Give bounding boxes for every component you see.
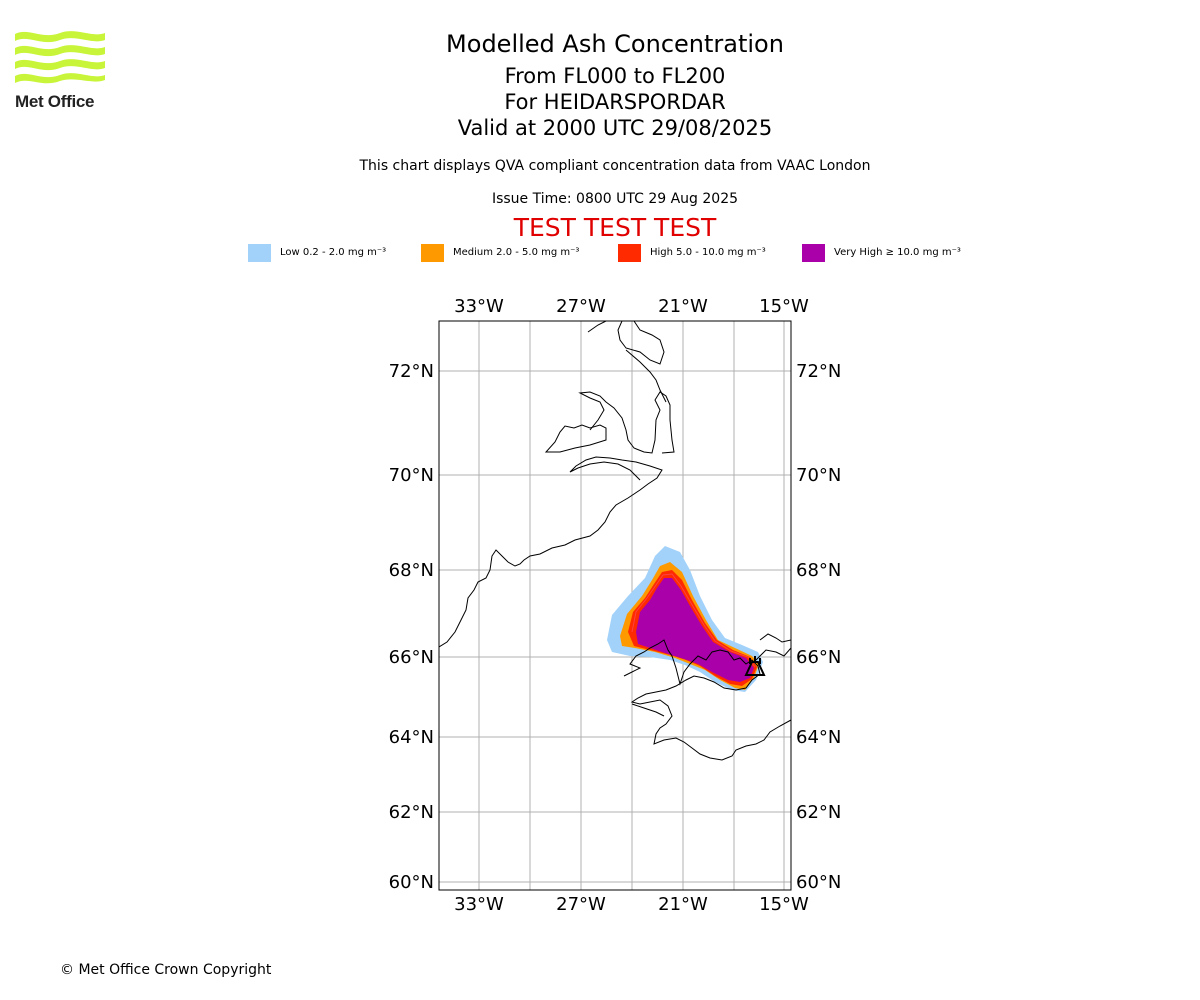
legend-swatch-high bbox=[618, 244, 641, 262]
flight-level-range: From FL000 to FL200 bbox=[504, 64, 726, 88]
lat-tick-left: 60°N bbox=[389, 872, 434, 893]
lat-tick-left: 72°N bbox=[389, 361, 434, 382]
lat-tick-left: 68°N bbox=[389, 560, 434, 581]
lon-tick-top: 27°W bbox=[556, 296, 606, 317]
met-office-logo-icon bbox=[15, 31, 105, 84]
lon-tick-bottom: 33°W bbox=[454, 894, 504, 915]
lon-tick-bottom: 21°W bbox=[658, 894, 708, 915]
volcano-name: For HEIDARSPORDAR bbox=[504, 90, 726, 114]
logo-text: Met Office bbox=[15, 92, 95, 111]
lon-tick-top: 15°W bbox=[759, 296, 809, 317]
lon-tick-top: 33°W bbox=[454, 296, 504, 317]
legend-swatch-very-high bbox=[802, 244, 825, 262]
lat-tick-right: 60°N bbox=[796, 872, 841, 893]
lon-tick-bottom: 15°W bbox=[759, 894, 809, 915]
test-banner: TEST TEST TEST bbox=[513, 213, 717, 242]
lat-tick-left: 66°N bbox=[389, 647, 434, 668]
lat-tick-right: 70°N bbox=[796, 465, 841, 486]
gridlines bbox=[439, 321, 791, 890]
ash-very-high-contour bbox=[636, 578, 754, 682]
compliance-note: This chart displays QVA compliant concen… bbox=[359, 158, 871, 174]
ash-inner-outline bbox=[631, 573, 756, 668]
copyright: © Met Office Crown Copyright bbox=[60, 962, 272, 978]
coastlines bbox=[439, 321, 791, 761]
legend-swatch-low bbox=[248, 244, 271, 262]
legend-label-low: Low 0.2 - 2.0 mg m⁻³ bbox=[280, 247, 387, 258]
map-frame bbox=[438, 320, 792, 891]
lat-tick-right: 68°N bbox=[796, 560, 841, 581]
lon-tick-bottom: 27°W bbox=[556, 894, 606, 915]
legend-label-very-high: Very High ≥ 10.0 mg m⁻³ bbox=[834, 247, 961, 258]
lon-tick-top: 21°W bbox=[658, 296, 708, 317]
issue-time: Issue Time: 0800 UTC 29 Aug 2025 bbox=[491, 191, 739, 207]
lat-tick-right: 62°N bbox=[796, 802, 841, 823]
legend-swatch-medium bbox=[421, 244, 444, 262]
legend-label-high: High 5.0 - 10.0 mg m⁻³ bbox=[650, 247, 766, 258]
volcano-icon bbox=[744, 656, 766, 676]
legend-label-medium: Medium 2.0 - 5.0 mg m⁻³ bbox=[453, 247, 580, 258]
lat-tick-left: 70°N bbox=[389, 465, 434, 486]
chart-title: Modelled Ash Concentration bbox=[446, 30, 784, 58]
lat-tick-right: 64°N bbox=[796, 727, 841, 748]
lat-tick-left: 64°N bbox=[389, 727, 434, 748]
valid-time: Valid at 2000 UTC 29/08/2025 bbox=[457, 116, 773, 140]
lat-tick-right: 72°N bbox=[796, 361, 841, 382]
lat-tick-left: 62°N bbox=[389, 802, 434, 823]
lat-tick-right: 66°N bbox=[796, 647, 841, 668]
